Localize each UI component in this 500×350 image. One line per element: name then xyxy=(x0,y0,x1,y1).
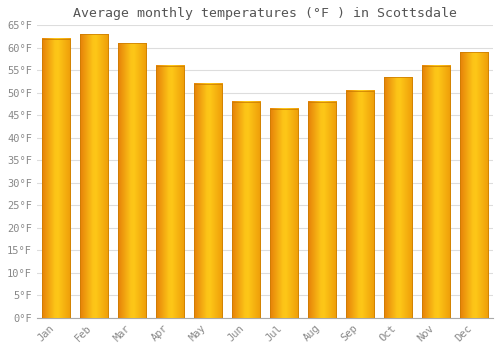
Bar xyxy=(42,39,70,318)
Title: Average monthly temperatures (°F ) in Scottsdale: Average monthly temperatures (°F ) in Sc… xyxy=(73,7,457,20)
Bar xyxy=(232,102,260,318)
Bar xyxy=(156,66,184,318)
Bar xyxy=(384,77,412,318)
Bar xyxy=(270,108,298,318)
Bar xyxy=(118,43,146,318)
Bar xyxy=(346,91,374,318)
Bar xyxy=(460,52,488,318)
Bar xyxy=(80,34,108,318)
Bar xyxy=(422,66,450,318)
Bar xyxy=(308,102,336,318)
Bar xyxy=(194,84,222,318)
